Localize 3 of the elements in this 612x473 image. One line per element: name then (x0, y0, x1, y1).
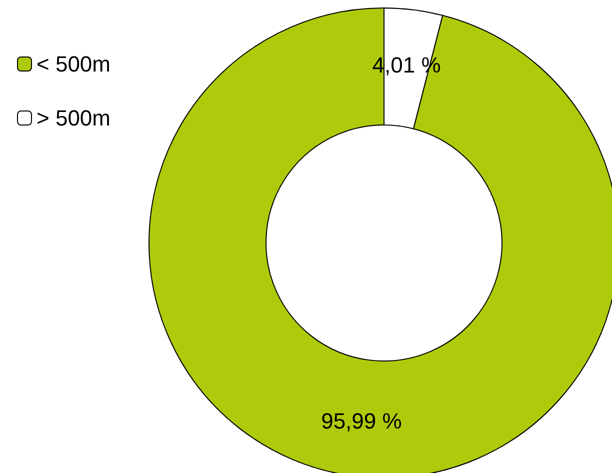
data-label: 95,99 % (321, 408, 402, 434)
legend-label: < 500m (36, 52, 110, 76)
legend-label: > 500m (36, 106, 110, 130)
